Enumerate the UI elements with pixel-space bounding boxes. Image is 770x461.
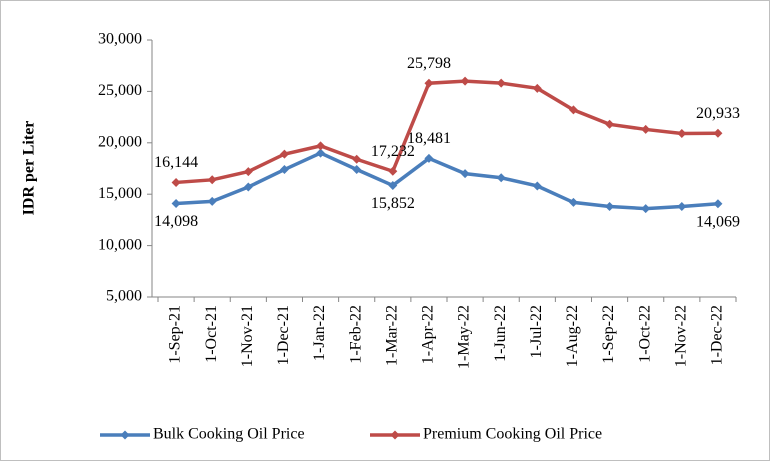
x-tick-label: 1-Oct-21 <box>203 305 220 363</box>
y-tick-label: 25,000 <box>98 82 142 99</box>
x-tick-label: 1-Nov-22 <box>672 305 689 367</box>
data-point <box>605 202 615 212</box>
data-point <box>316 148 326 158</box>
y-axis-label: IDR per Liter <box>21 121 38 216</box>
legend-marker <box>390 430 400 440</box>
data-point <box>677 202 687 212</box>
x-tick-label: 1-Feb-22 <box>347 305 364 364</box>
series-line <box>175 151 719 211</box>
legend-label: Bulk Cooking Oil Price <box>153 426 305 443</box>
data-point <box>424 78 434 88</box>
data-point <box>713 128 723 138</box>
x-tick-label: 1-Dec-21 <box>275 305 292 365</box>
x-tick-label: 1-Sep-21 <box>167 305 184 364</box>
data-label: 14,069 <box>696 213 740 230</box>
x-tick-label: 1-May-22 <box>456 305 473 369</box>
data-label: 15,852 <box>371 195 415 212</box>
data-point <box>424 153 434 163</box>
data-point <box>279 149 289 159</box>
data-point <box>496 78 506 88</box>
data-point <box>460 76 470 86</box>
legend-marker <box>120 430 130 440</box>
x-tick-label: 1-Aug-22 <box>564 305 581 367</box>
data-point <box>568 197 578 207</box>
data-point <box>532 181 542 191</box>
data-point <box>713 199 723 209</box>
data-point <box>496 173 506 183</box>
x-tick-label: 1-Jun-22 <box>492 305 509 362</box>
data-label: 18,481 <box>407 130 451 147</box>
y-tick-label: 5,000 <box>106 288 142 305</box>
data-label: 17,232 <box>371 143 415 160</box>
data-label: 16,144 <box>154 154 198 171</box>
data-point <box>388 166 398 176</box>
y-tick-label: 30,000 <box>98 31 142 48</box>
data-point <box>641 124 651 134</box>
data-point <box>243 167 253 177</box>
data-label: 14,098 <box>154 213 198 230</box>
x-tick-label: 1-Jul-22 <box>528 305 545 358</box>
data-point <box>279 165 289 175</box>
data-point <box>605 119 615 129</box>
series-line <box>175 79 718 185</box>
data-point <box>352 154 362 164</box>
y-tick-label: 20,000 <box>98 133 142 150</box>
y-tick-label: 10,000 <box>98 236 142 253</box>
legend-label: Premium Cooking Oil Price <box>423 426 602 443</box>
x-tick-label: 1-Jan-22 <box>311 305 328 361</box>
data-point <box>388 180 398 190</box>
data-point <box>532 83 542 93</box>
data-point <box>352 165 362 175</box>
data-point <box>677 129 687 139</box>
data-point <box>207 175 217 185</box>
x-tick-label: 1-Dec-22 <box>709 305 726 365</box>
data-point <box>641 204 651 214</box>
data-label: 25,798 <box>407 55 451 72</box>
data-point <box>460 169 470 179</box>
x-tick-label: 1-Nov-21 <box>239 305 256 367</box>
data-point <box>207 196 217 206</box>
y-tick-label: 15,000 <box>98 185 142 202</box>
x-tick-label: 1-Sep-22 <box>600 305 617 364</box>
x-tick-label: 1-Apr-22 <box>420 305 437 364</box>
data-point <box>171 177 181 187</box>
x-tick-label: 1-Oct-22 <box>636 305 653 363</box>
data-point <box>316 141 326 151</box>
data-point <box>243 182 253 192</box>
x-tick-label: 1-Mar-22 <box>383 305 400 366</box>
data-label: 20,933 <box>696 105 740 122</box>
data-point <box>568 105 578 115</box>
data-point <box>171 198 181 208</box>
